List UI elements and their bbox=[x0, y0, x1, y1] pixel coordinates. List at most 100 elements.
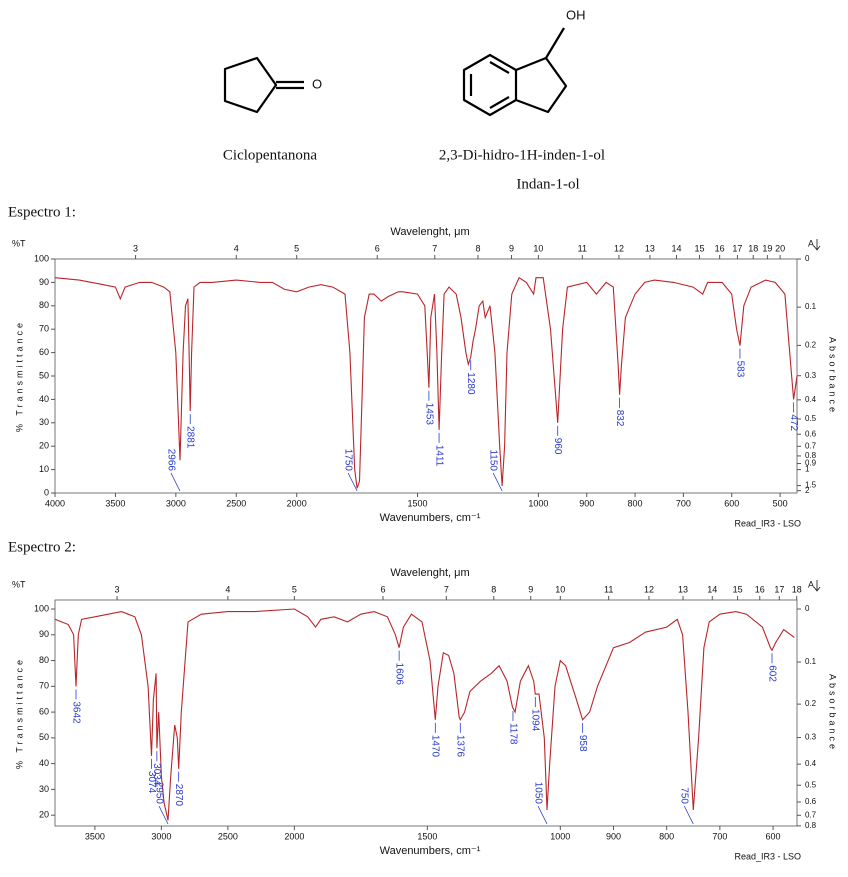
peak-label: 1606 bbox=[393, 663, 404, 686]
peak-label: 2966 bbox=[165, 449, 176, 472]
y-axis-title: % Transmittance bbox=[14, 657, 24, 769]
y2-axis-unit: A bbox=[808, 579, 814, 589]
atom-label: OH bbox=[566, 7, 586, 22]
y-tick-label: 50 bbox=[39, 370, 49, 380]
x2-tick-label: 5 bbox=[294, 243, 299, 253]
x-tick-label: 2500 bbox=[226, 498, 246, 508]
x-tick-label: 2000 bbox=[284, 831, 304, 841]
y-axis-unit: %T bbox=[12, 238, 26, 248]
x-tick-label: 600 bbox=[766, 831, 781, 841]
peak-label: 1178 bbox=[507, 723, 518, 745]
atom-label: O bbox=[312, 76, 322, 91]
x2-tick-label: 6 bbox=[375, 243, 380, 253]
y2-tick-label: 0.1 bbox=[805, 657, 817, 666]
x2-tick-label: 11 bbox=[604, 584, 613, 594]
x-tick-label: 1500 bbox=[417, 831, 437, 841]
y2-tick-label: 0.6 bbox=[805, 429, 817, 438]
peak-leader bbox=[347, 472, 358, 492]
chart-title: Espectro 2: bbox=[8, 539, 76, 555]
x2-tick-label: 18 bbox=[748, 243, 758, 253]
y-tick-label: 100 bbox=[34, 253, 49, 263]
peak-label: 832 bbox=[614, 410, 625, 427]
arrow bbox=[813, 239, 821, 251]
peak-label: 3034 bbox=[151, 763, 162, 786]
y-tick-label: 40 bbox=[39, 758, 49, 768]
peak-leader bbox=[683, 805, 694, 825]
y2-tick-label: 0.4 bbox=[805, 759, 817, 768]
footer: Read_IR3 - LSO bbox=[734, 518, 801, 528]
peak-label: 1411 bbox=[433, 445, 444, 467]
y-tick-label: 30 bbox=[39, 417, 49, 427]
y-tick-label: 80 bbox=[39, 655, 49, 665]
x2-tick-label: 11 bbox=[578, 243, 587, 253]
compound-name: Ciclopentanona bbox=[223, 147, 317, 163]
x-tick-label: 900 bbox=[606, 831, 621, 841]
x2-axis-title: Wavelenght, μm bbox=[390, 567, 469, 579]
x2-tick-label: 7 bbox=[432, 243, 437, 253]
x2-tick-label: 17 bbox=[774, 584, 784, 594]
x-tick-label: 600 bbox=[724, 498, 739, 508]
x2-tick-label: 3 bbox=[115, 584, 120, 594]
y-tick-label: 20 bbox=[39, 441, 49, 451]
arrow bbox=[813, 580, 821, 592]
y2-tick-label: 0.7 bbox=[805, 441, 817, 450]
y2-axis-title: Absorbance bbox=[828, 674, 838, 752]
x-tick-label: 1000 bbox=[550, 831, 570, 841]
y-tick-label: 60 bbox=[39, 347, 49, 357]
y2-tick-label: 1 bbox=[805, 465, 810, 474]
x-axis-title: Wavenumbers, cm⁻¹ bbox=[380, 512, 481, 524]
cyclopentanone-structure bbox=[223, 56, 304, 114]
compound-name: 2,3-Di-hidro-1H-inden-1-ol bbox=[439, 147, 605, 163]
y-tick-label: 70 bbox=[39, 324, 49, 334]
x2-tick-label: 18 bbox=[792, 584, 802, 594]
compound-alt-name: Indan-1-ol bbox=[516, 176, 579, 192]
plot-frame bbox=[54, 599, 798, 827]
x2-tick-label: 13 bbox=[678, 584, 688, 594]
x2-tick-label: 7 bbox=[444, 584, 449, 594]
y-tick-label: 40 bbox=[39, 394, 49, 404]
y-tick-label: 10 bbox=[39, 464, 49, 474]
y-tick-label: 60 bbox=[39, 706, 49, 716]
x-tick-label: 700 bbox=[676, 498, 691, 508]
peak-label: 3642 bbox=[70, 701, 81, 724]
x-tick-label: 4000 bbox=[45, 498, 65, 508]
x2-tick-label: 8 bbox=[491, 584, 496, 594]
peak-label: 958 bbox=[577, 735, 588, 752]
x2-tick-label: 3 bbox=[133, 243, 138, 253]
chart-title: Espectro 1: bbox=[8, 204, 76, 220]
x-axis-title: Wavenumbers, cm⁻¹ bbox=[380, 845, 481, 857]
y2-tick-label: 0.5 bbox=[805, 414, 817, 423]
x2-tick-label: 14 bbox=[671, 243, 681, 253]
y-tick-label: 30 bbox=[39, 784, 49, 794]
peak-label: 1280 bbox=[465, 372, 476, 395]
x2-tick-label: 15 bbox=[695, 243, 705, 253]
x2-tick-label: 20 bbox=[775, 243, 785, 253]
x-tick-label: 800 bbox=[659, 831, 674, 841]
x2-tick-label: 13 bbox=[645, 243, 655, 253]
y-tick-label: 100 bbox=[34, 603, 49, 613]
x-tick-label: 2500 bbox=[218, 831, 238, 841]
x2-tick-label: 5 bbox=[292, 584, 297, 594]
peak-label: 1050 bbox=[532, 782, 543, 805]
y2-tick-label: 0.7 bbox=[805, 810, 817, 819]
y2-tick-label: 0.1 bbox=[805, 302, 817, 311]
peak-label: 750 bbox=[679, 787, 690, 804]
y2-tick-label: 0.8 bbox=[805, 821, 817, 830]
x2-axis-title: Wavelenght, μm bbox=[390, 226, 469, 238]
peak-label: 472 bbox=[788, 414, 799, 431]
peak-leader bbox=[492, 472, 503, 492]
x-tick-label: 2000 bbox=[287, 498, 307, 508]
x2-tick-label: 16 bbox=[755, 584, 765, 594]
y-tick-label: 70 bbox=[39, 681, 49, 691]
x-tick-label: 500 bbox=[773, 498, 788, 508]
x-tick-label: 3000 bbox=[166, 498, 186, 508]
y-tick-label: 90 bbox=[39, 277, 49, 287]
y2-tick-label: 2 bbox=[805, 486, 810, 495]
peak-label: 1750 bbox=[342, 449, 353, 472]
x-tick-label: 900 bbox=[579, 498, 594, 508]
y2-tick-label: 0.4 bbox=[805, 395, 817, 404]
peak-label: 3074 bbox=[146, 771, 157, 794]
y2-axis-title: Absorbance bbox=[828, 337, 838, 415]
peak-label: 2950 bbox=[153, 782, 164, 805]
